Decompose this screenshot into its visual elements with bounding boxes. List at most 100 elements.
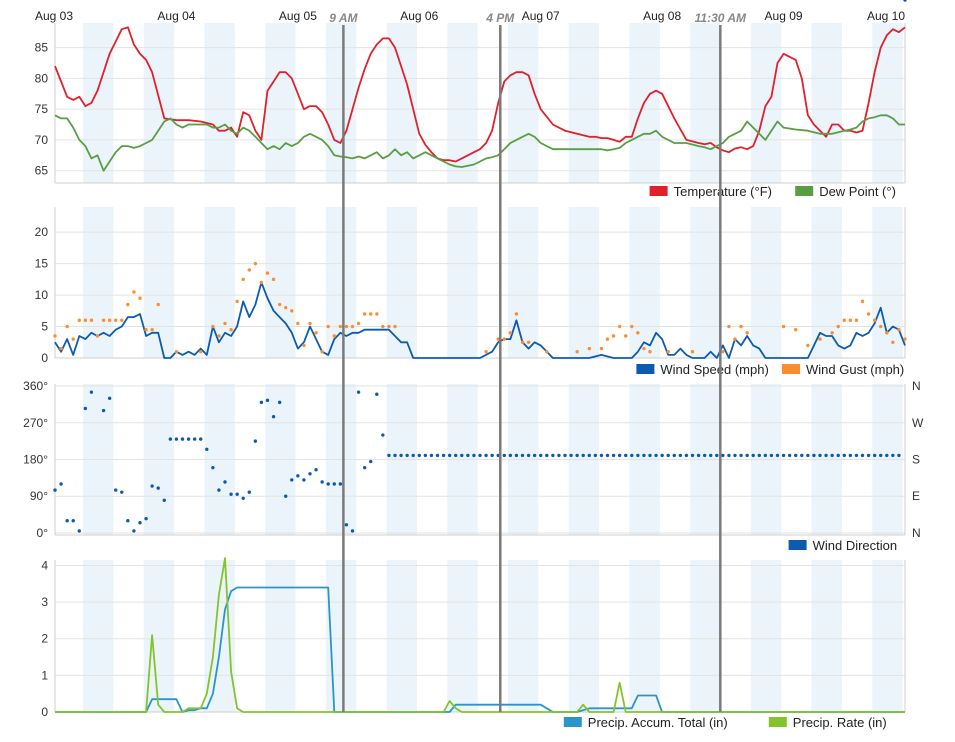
y-tick-label: 0 — [41, 351, 48, 365]
series-point — [617, 453, 622, 458]
series-point — [745, 331, 749, 335]
series-point — [344, 523, 349, 527]
night-band — [508, 207, 539, 358]
series-point — [818, 337, 822, 341]
series-point — [642, 346, 646, 351]
series-point — [350, 529, 355, 533]
series-point — [702, 453, 707, 458]
series-line — [54, 281, 906, 359]
series-point — [472, 453, 476, 458]
series-point — [253, 261, 258, 266]
series-point — [326, 324, 330, 329]
series-point — [71, 337, 75, 341]
series-point — [223, 321, 227, 326]
series-point — [405, 453, 409, 458]
series-point — [53, 488, 57, 492]
y-tick-label: 80 — [35, 71, 49, 85]
panel-wind: 0 5 10 15 20 Wind Gust (mph) Wind Speed (mph) — [35, 207, 907, 377]
night-band — [447, 23, 478, 183]
series-point — [587, 453, 591, 458]
series-point — [314, 468, 318, 472]
series-point — [101, 318, 106, 322]
night-band — [568, 207, 600, 358]
y-tick-label-right: E — [912, 489, 920, 503]
series-point — [362, 312, 367, 316]
series-point — [727, 453, 731, 458]
y-tick-label: 0° — [37, 526, 49, 540]
y-tick-label: 180° — [23, 453, 48, 467]
series-point — [326, 482, 330, 486]
series-point — [217, 334, 221, 338]
night-band — [690, 207, 721, 358]
series-point — [526, 340, 531, 344]
legend-swatch — [788, 540, 807, 550]
series-point — [630, 453, 634, 458]
series-point — [150, 327, 154, 332]
series-point — [557, 453, 561, 458]
series-point — [794, 453, 798, 458]
series-point — [53, 334, 57, 338]
series-point — [199, 350, 203, 354]
series-point — [180, 437, 185, 441]
series-point — [508, 453, 513, 458]
series-point — [678, 453, 683, 458]
legend-label: Temperature (°F) — [674, 184, 772, 199]
series-point — [369, 312, 373, 316]
series-point — [259, 280, 264, 285]
series-point — [423, 453, 428, 458]
series-point — [375, 312, 379, 316]
series-point — [636, 453, 640, 458]
night-band — [629, 560, 660, 712]
series-point — [107, 396, 112, 400]
series-point — [605, 337, 610, 341]
date-label: Aug 04 — [157, 9, 195, 23]
series-point — [763, 453, 768, 458]
series-point — [630, 324, 634, 329]
series-line — [55, 586, 905, 713]
series-point — [781, 324, 786, 329]
y-tick-label: 270° — [23, 416, 48, 430]
series-point — [126, 302, 130, 307]
series-point — [95, 334, 100, 338]
series-point — [903, 0, 907, 2]
y-tick-label: 20 — [35, 225, 49, 239]
series-point — [399, 453, 403, 458]
y-tick-label: 75 — [35, 102, 49, 116]
y-tick-label: 5 — [41, 320, 48, 334]
series-point — [83, 406, 88, 411]
series-point — [174, 437, 179, 441]
series-point — [132, 290, 136, 294]
series-point — [484, 350, 488, 354]
series-point — [502, 453, 506, 458]
night-band — [265, 207, 296, 358]
series-point — [830, 453, 834, 458]
y-tick-label-right: W — [912, 416, 924, 430]
series-point — [721, 453, 725, 458]
series-point — [466, 453, 470, 458]
series-point — [59, 482, 63, 486]
series-point — [891, 453, 895, 458]
series-point — [186, 437, 191, 441]
series-point — [447, 453, 452, 458]
series-point — [114, 488, 118, 492]
y-tick-label-right: N — [912, 379, 921, 393]
series-point — [320, 480, 324, 484]
series-point — [520, 453, 525, 458]
series-point — [830, 331, 834, 335]
series-point — [854, 318, 859, 322]
series-point — [429, 453, 434, 458]
series-point — [654, 453, 658, 458]
series-point — [593, 453, 598, 458]
y-tick-label: 3 — [41, 595, 48, 609]
series-point — [775, 453, 780, 458]
series-point — [587, 346, 591, 351]
series-point — [332, 482, 336, 486]
night-band — [265, 23, 296, 183]
series-point — [144, 327, 148, 332]
night-band — [568, 560, 600, 712]
series-point — [794, 327, 798, 332]
legend-label: Dew Point (°) — [819, 184, 896, 199]
series-point — [235, 492, 239, 496]
series-point — [460, 453, 464, 458]
series-point — [539, 453, 543, 458]
